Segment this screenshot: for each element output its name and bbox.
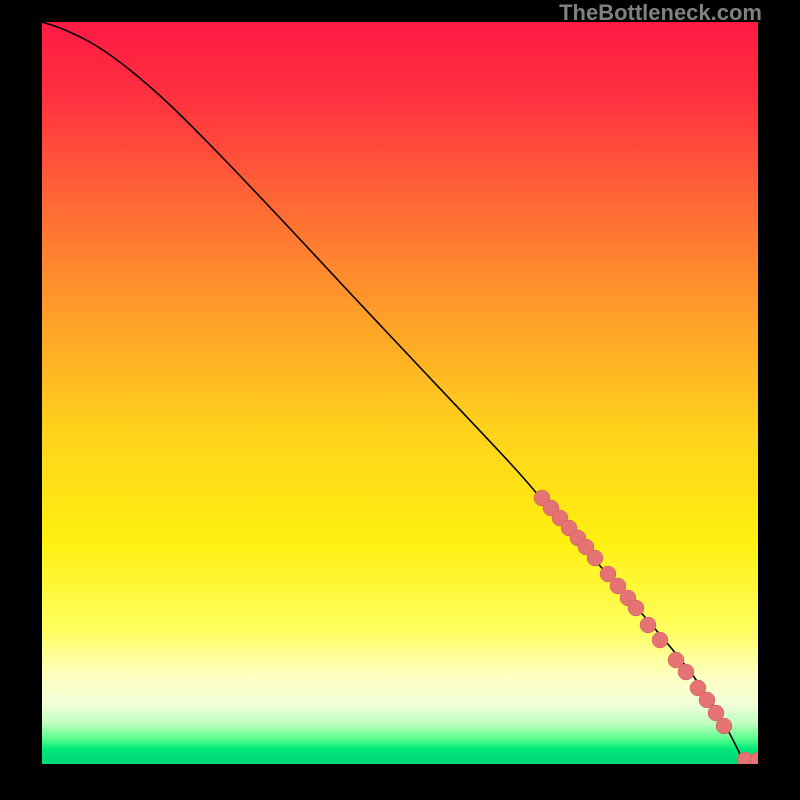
data-marker bbox=[640, 617, 656, 633]
data-marker bbox=[716, 718, 732, 734]
data-marker bbox=[678, 664, 694, 680]
chart-svg-overlay bbox=[0, 0, 800, 800]
bottleneck-curve bbox=[42, 22, 758, 761]
data-marker bbox=[587, 550, 603, 566]
data-marker bbox=[652, 632, 668, 648]
data-marker bbox=[628, 600, 644, 616]
data-marker bbox=[750, 752, 766, 768]
watermark-text: TheBottleneck.com bbox=[559, 0, 762, 26]
